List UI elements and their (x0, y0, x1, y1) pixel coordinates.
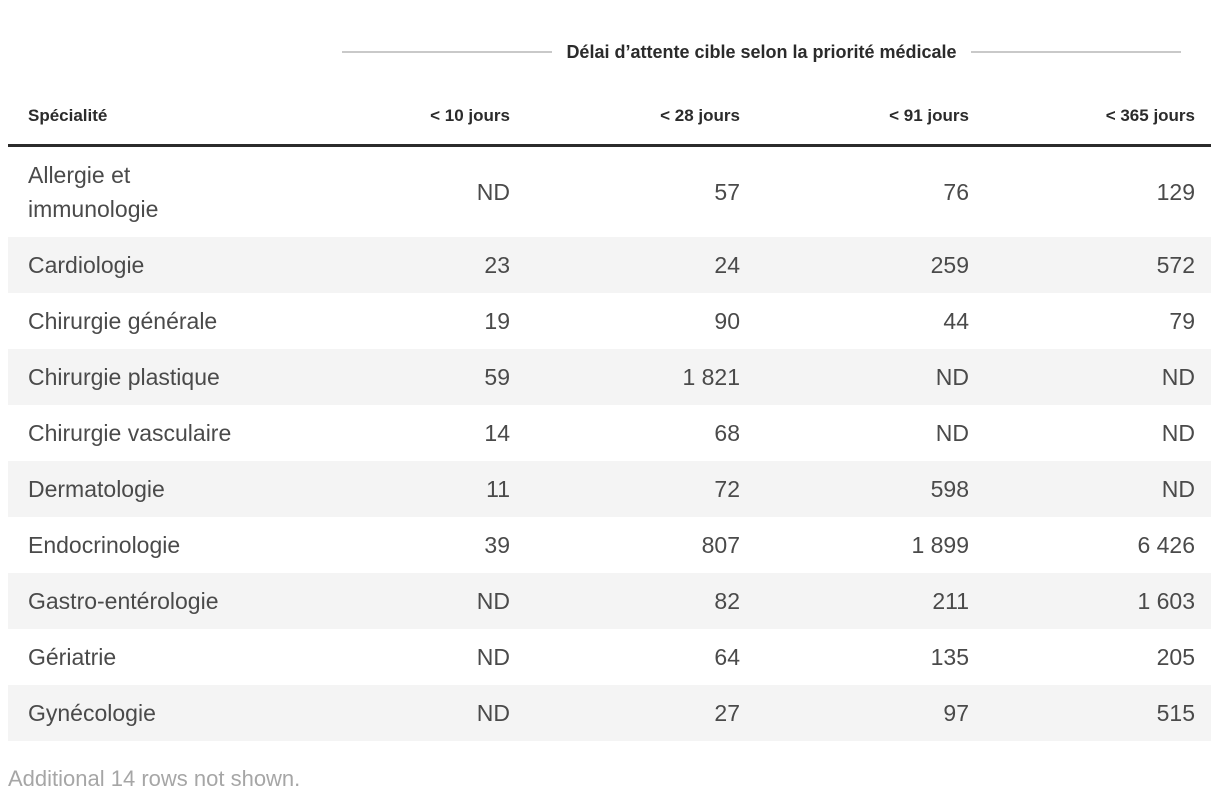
value-cell: 68 (714, 419, 740, 446)
value-cell: 79 (1169, 307, 1196, 334)
value-cell: 1 899 (911, 531, 969, 558)
specialty-cell: Gynécologie (8, 685, 286, 741)
column-header-specialite: Spécialité (8, 70, 286, 147)
value-cell: 90 (714, 307, 740, 334)
specialty-cell: Chirurgie plastique (8, 349, 286, 405)
table-row: Gynécologie ND 27 97 515 (8, 684, 1212, 741)
value-cell: 97 (943, 699, 969, 726)
value-cell: ND (1161, 475, 1196, 502)
page: Délai d’attente cible selon la priorité … (8, 0, 1212, 791)
table-row: Cardiologie 23 24 259 572 (8, 236, 1212, 293)
specialty-text: Cardiologie (28, 251, 145, 278)
table-row: Chirurgie générale 19 90 44 79 (8, 293, 1211, 349)
table-row: Allergie et immunologie ND 57 76 129 (8, 145, 1211, 237)
value-cell: ND (476, 587, 510, 614)
value-cell: 598 (930, 475, 969, 502)
specialty-cell: Gastro-entérologie (8, 573, 286, 629)
column-header-28-jours: < 28 jours (510, 70, 740, 147)
table-row: Gastro-entérologie ND 82 211 1 603 (8, 572, 1212, 629)
value-cell: 515 (1156, 699, 1196, 726)
title-rule-left (342, 51, 553, 53)
value-cell: 205 (1156, 643, 1196, 670)
column-header-row: Spécialité < 10 jours < 28 jours < 91 jo… (8, 70, 1212, 147)
column-header-10-jours: < 10 jours (286, 70, 510, 147)
specialty-cell: Endocrinologie (8, 517, 286, 573)
value-cell: 19 (484, 307, 510, 334)
value-cell: 57 (714, 178, 740, 205)
value-cell: 24 (714, 251, 740, 278)
specialty-text: Chirurgie plastique (28, 363, 220, 390)
specialty-cell: Cardiologie (8, 237, 286, 293)
table-row: Dermatologie 11 72 598 ND (8, 460, 1212, 517)
specialty-cell: Chirurgie générale (8, 293, 286, 349)
specialty-text: Chirurgie vasculaire (28, 419, 232, 446)
value-cell: 211 (932, 587, 969, 614)
specialty-cell: Chirurgie vasculaire (8, 405, 286, 461)
value-cell: 76 (943, 178, 969, 205)
title-rule-right (970, 51, 1182, 53)
table-row: Gériatrie ND 64 135 205 (8, 629, 1211, 685)
value-cell: 39 (484, 531, 510, 558)
value-cell: ND (476, 699, 510, 726)
specialty-text: Allergie et immunologie (28, 161, 159, 222)
table-body: Allergie et immunologie ND 57 76 129 Car… (8, 145, 1212, 741)
value-cell: 135 (930, 643, 969, 670)
table-row: Chirurgie vasculaire 14 68 ND ND (8, 405, 1211, 461)
value-cell: ND (935, 419, 969, 446)
specialty-text: Dermatologie (28, 475, 165, 502)
value-cell: 1 821 (682, 363, 740, 390)
specialty-text: Endocrinologie (28, 531, 181, 558)
value-cell: 44 (943, 307, 969, 334)
value-cell: 572 (1156, 251, 1196, 278)
specialty-text: Gynécologie (28, 699, 156, 726)
value-cell: 27 (714, 699, 740, 726)
value-cell: ND (476, 643, 510, 670)
wait-times-table: Délai d’attente cible selon la priorité … (8, 0, 1212, 741)
value-cell: 14 (484, 419, 510, 446)
table-title: Délai d’attente cible selon la priorité … (566, 42, 957, 62)
column-header-91-jours: < 91 jours (740, 70, 969, 147)
table-header: Délai d’attente cible selon la priorité … (8, 0, 1212, 147)
group-title-wrap: Délai d’attente cible selon la priorité … (286, 40, 1211, 70)
value-cell: 59 (484, 363, 510, 390)
value-cell: ND (935, 363, 969, 390)
table-row: Chirurgie plastique 59 1 821 ND ND (8, 348, 1212, 405)
value-cell: 1 603 (1137, 587, 1196, 614)
specialty-text: Chirurgie générale (28, 307, 218, 334)
table-row: Endocrinologie 39 807 1 899 6 426 (8, 517, 1211, 573)
specialty-cell: Dermatologie (8, 461, 286, 517)
value-cell: 64 (714, 643, 740, 670)
value-cell: 6 426 (1137, 531, 1196, 558)
group-header-row: Délai d’attente cible selon la priorité … (8, 0, 1211, 70)
specialty-cell: Gériatrie (8, 629, 286, 685)
column-header-365-jours: < 365 jours (969, 70, 1212, 147)
value-cell: 807 (701, 531, 740, 558)
additional-rows-note: Additional 14 rows not shown. (8, 765, 301, 791)
specialty-cell: Allergie et immunologie (8, 145, 286, 237)
value-cell: ND (476, 178, 510, 205)
value-cell: 11 (486, 475, 510, 502)
group-header-cell: Délai d’attente cible selon la priorité … (286, 0, 1211, 70)
value-cell: ND (1161, 419, 1196, 446)
specialty-text: Gériatrie (28, 643, 117, 670)
specialty-text: Gastro-entérologie (28, 587, 219, 614)
value-cell: ND (1161, 363, 1196, 390)
value-cell: 129 (1156, 178, 1196, 205)
value-cell: 82 (714, 587, 740, 614)
value-cell: 23 (484, 251, 510, 278)
value-cell: 259 (930, 251, 969, 278)
group-header-spacer (8, 0, 286, 70)
value-cell: 72 (714, 475, 740, 502)
